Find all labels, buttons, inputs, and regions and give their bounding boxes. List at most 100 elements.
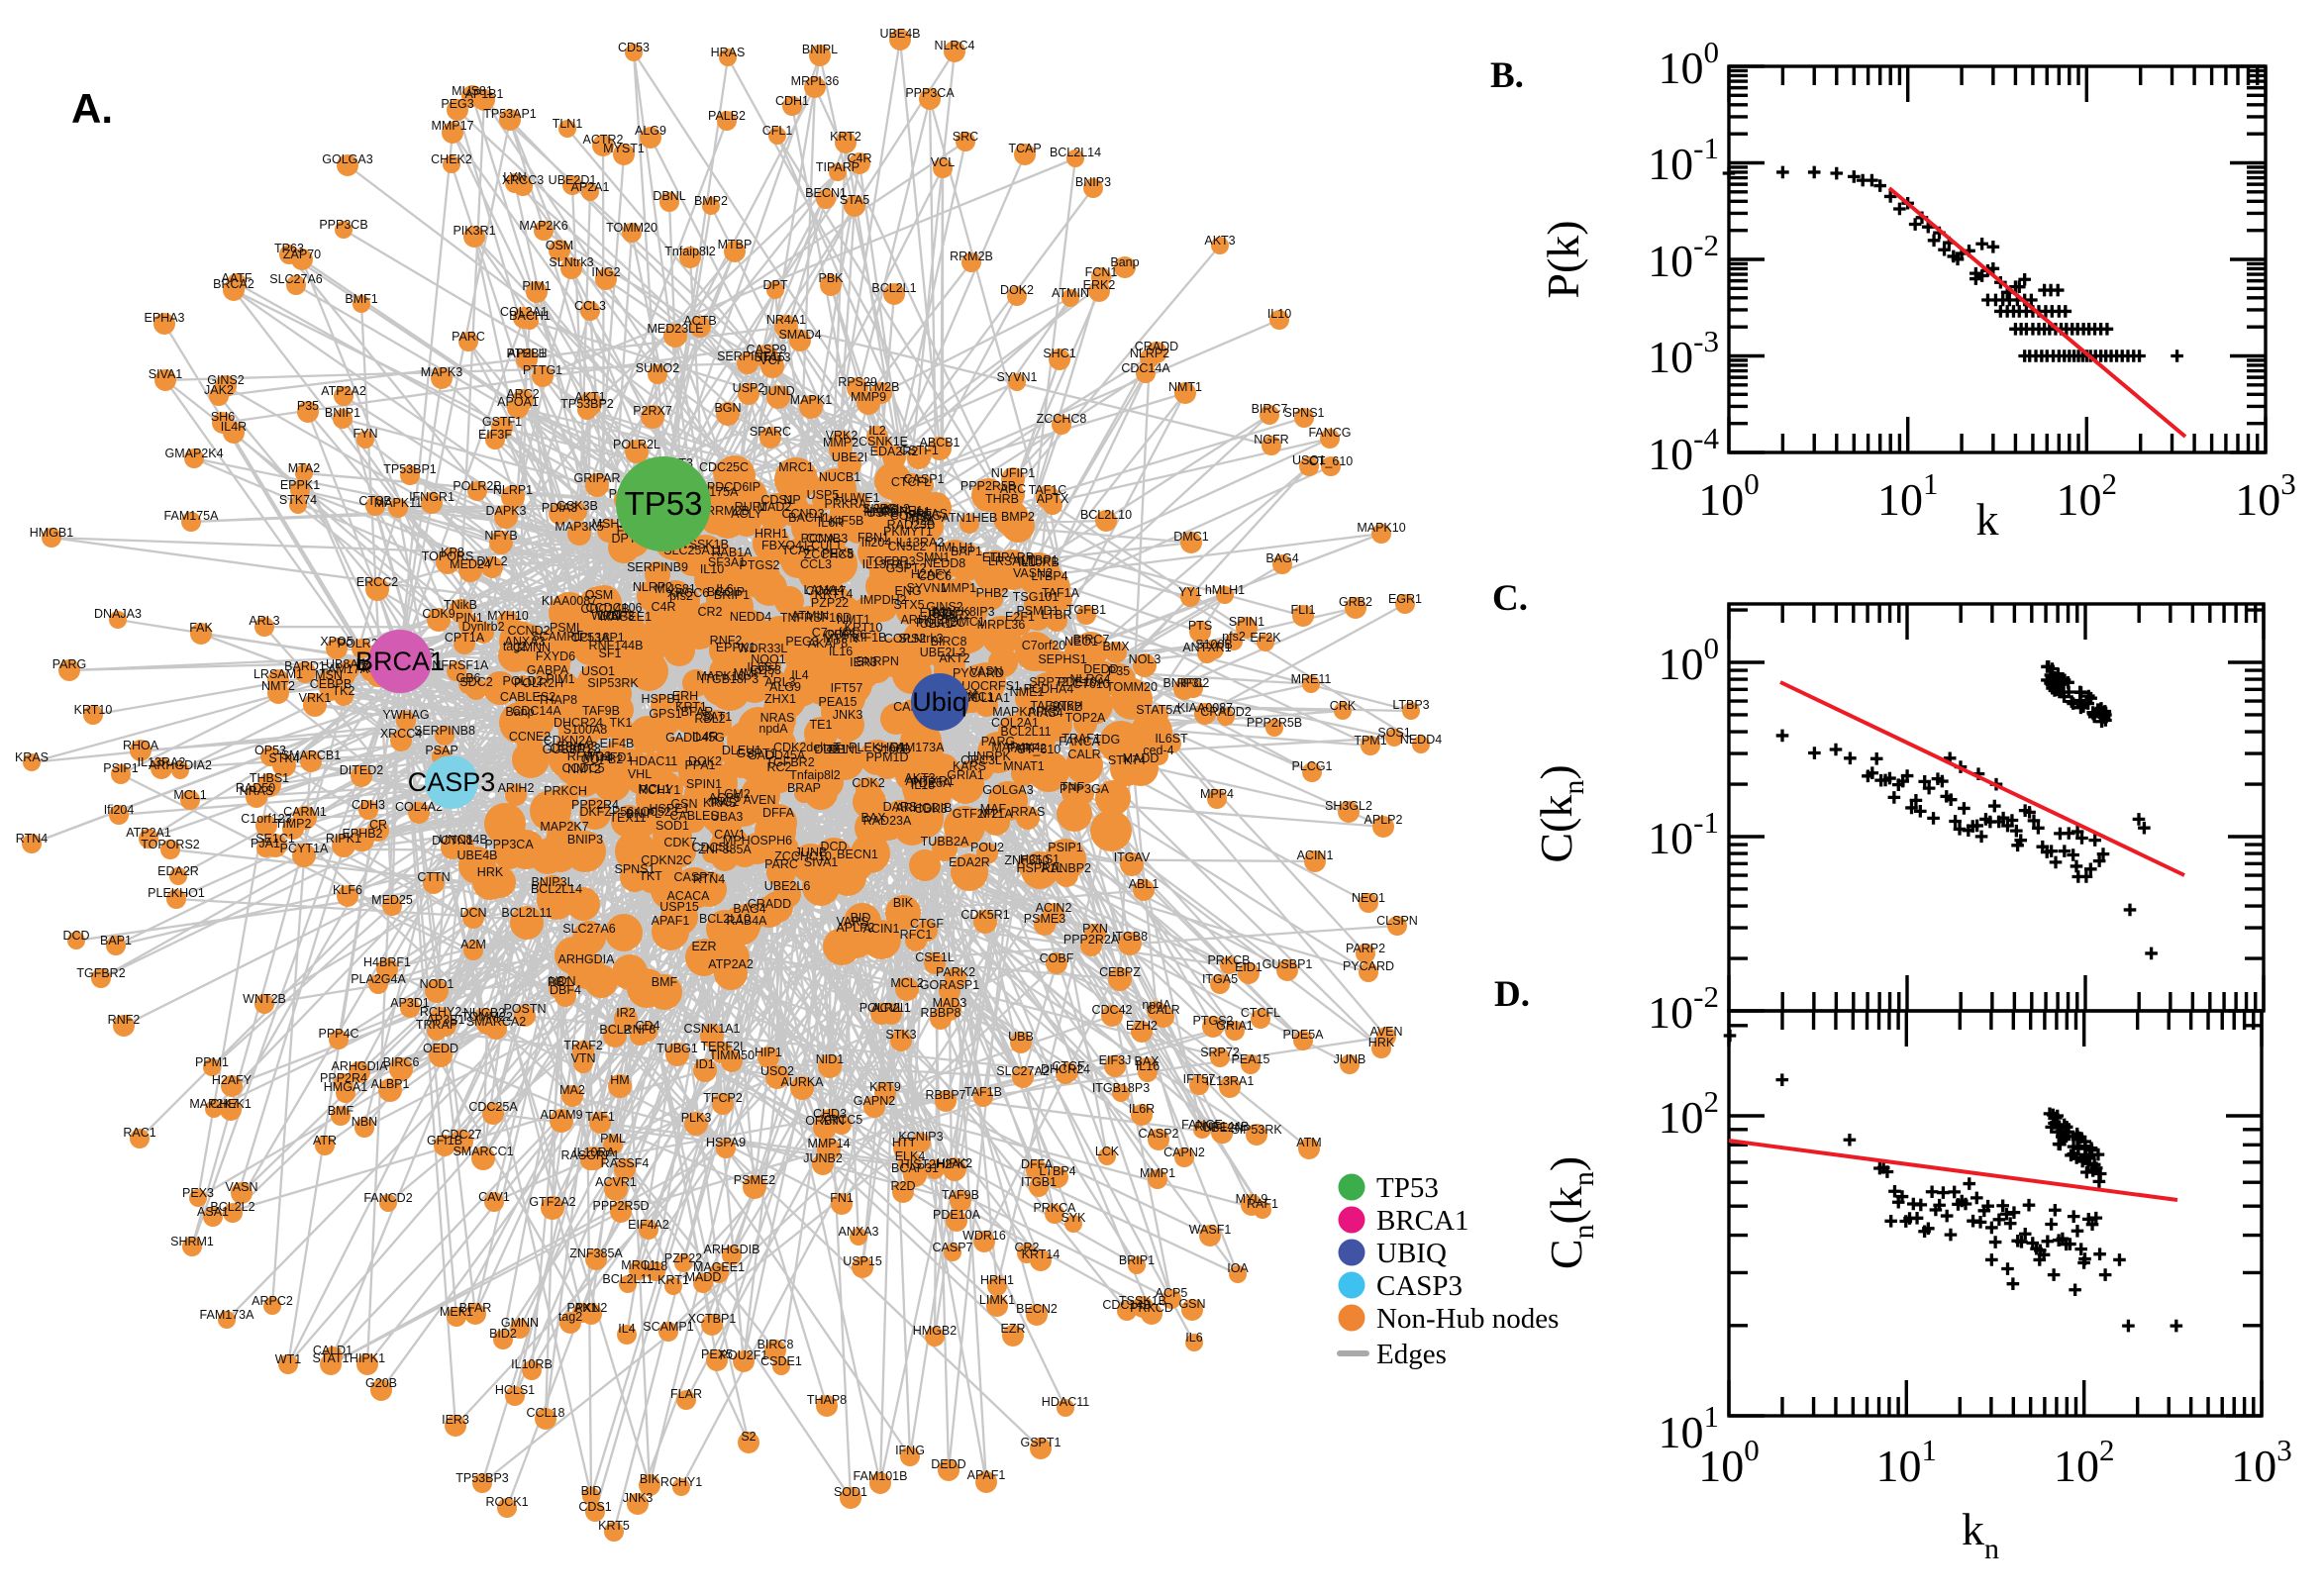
- svg-text:ARHGDIA: ARHGDIA: [558, 952, 616, 966]
- svg-text:Ifi204: Ifi204: [861, 536, 892, 549]
- svg-text:ATP2A2: ATP2A2: [708, 957, 754, 971]
- svg-text:MED24: MED24: [450, 557, 491, 571]
- svg-text:PRKCD: PRKCD: [1130, 1301, 1173, 1315]
- svg-text:APLP2: APLP2: [837, 921, 875, 935]
- svg-text:ITGAV: ITGAV: [1114, 850, 1151, 864]
- svg-text:UBE2I: UBE2I: [832, 450, 867, 464]
- svg-text:LRSAM1: LRSAM1: [988, 554, 1038, 568]
- svg-text:Tnfaip8l2: Tnfaip8l2: [789, 768, 840, 782]
- svg-text:AP2A1: AP2A1: [571, 180, 610, 194]
- svg-text:PXN2: PXN2: [575, 1301, 608, 1315]
- svg-text:MRPL36: MRPL36: [791, 74, 840, 88]
- svg-text:HMGB2: HMGB2: [913, 1324, 958, 1338]
- svg-text:OP53: OP53: [254, 744, 286, 757]
- svg-text:MYL9: MYL9: [1236, 1192, 1268, 1206]
- svg-text:IL4: IL4: [618, 1322, 635, 1336]
- svg-text:COPB2: COPB2: [581, 752, 623, 766]
- svg-text:PTGS2: PTGS2: [740, 558, 780, 572]
- svg-text:USF2: USF2: [866, 506, 898, 520]
- svg-text:EIF3J: EIF3J: [1099, 1053, 1132, 1067]
- svg-text:BCL2L10: BCL2L10: [1080, 508, 1132, 522]
- svg-text:PEG3: PEG3: [441, 97, 473, 111]
- svg-text:IL6: IL6: [1185, 1331, 1202, 1345]
- svg-text:IL13RA2: IL13RA2: [896, 536, 945, 549]
- svg-text:IL10RA: IL10RA: [573, 1146, 615, 1159]
- svg-text:ADAM9: ADAM9: [540, 1108, 582, 1122]
- svg-text:CTTN: CTTN: [417, 870, 450, 884]
- svg-text:KRT14: KRT14: [1022, 1247, 1060, 1261]
- svg-text:RC2: RC2: [766, 760, 791, 774]
- svg-text:ARHGDIA2: ARHGDIA2: [149, 758, 212, 772]
- svg-text:DBNL: DBNL: [828, 743, 860, 756]
- svg-text:P35: P35: [1108, 664, 1130, 678]
- svg-text:PDIA3: PDIA3: [542, 501, 577, 515]
- svg-text:DAPK3: DAPK3: [486, 504, 527, 518]
- svg-text:EPHA3: EPHA3: [557, 740, 598, 753]
- svg-text:POLR2I: POLR2I: [859, 1001, 903, 1015]
- svg-text:BFAR: BFAR: [681, 705, 714, 719]
- svg-text:102: 102: [2054, 1433, 2115, 1491]
- svg-text:CCNB3: CCNB3: [806, 532, 848, 546]
- svg-text:PDCD6IP: PDCD6IP: [707, 480, 760, 494]
- svg-text:POU2: POU2: [970, 841, 1004, 854]
- svg-text:BAP1: BAP1: [951, 545, 982, 558]
- svg-text:E2F1: E2F1: [1005, 610, 1035, 624]
- svg-text:EZR: EZR: [1001, 1322, 1026, 1336]
- svg-text:KLF6: KLF6: [333, 883, 362, 897]
- svg-text:GFI1B: GFI1B: [427, 1134, 462, 1147]
- svg-text:RIPK1: RIPK1: [326, 832, 361, 846]
- svg-text:RFC1: RFC1: [900, 928, 933, 942]
- svg-text:GADD45G: GADD45G: [665, 731, 725, 745]
- svg-text:KRT1: KRT1: [675, 700, 707, 714]
- svg-text:BARD1: BARD1: [284, 659, 326, 673]
- svg-text:MUS81: MUS81: [452, 84, 493, 98]
- svg-text:PRKCH: PRKCH: [544, 784, 587, 798]
- svg-text:EZH2: EZH2: [1126, 1019, 1158, 1033]
- svg-text:pfs2: pfs2: [669, 589, 693, 603]
- svg-text:HRK: HRK: [477, 865, 504, 879]
- svg-text:GMNN: GMNN: [501, 1316, 539, 1330]
- svg-text:SRC: SRC: [953, 130, 978, 144]
- svg-text:PPP2R4: PPP2R4: [571, 798, 619, 812]
- svg-text:EPHA3: EPHA3: [145, 311, 185, 325]
- svg-text:MMP1: MMP1: [941, 581, 976, 595]
- svg-text:BGN: BGN: [714, 401, 741, 415]
- svg-text:CTCF: CTCF: [1052, 1059, 1085, 1073]
- svg-text:PML: PML: [600, 1132, 626, 1146]
- svg-text:PALB2: PALB2: [708, 109, 746, 123]
- svg-text:ORBIN: ORBIN: [805, 1114, 845, 1128]
- svg-text:VRK2: VRK2: [826, 429, 858, 443]
- svg-text:PIN1: PIN1: [455, 611, 483, 625]
- svg-text:CASP9: CASP9: [747, 343, 787, 356]
- svg-text:SH6: SH6: [211, 410, 235, 424]
- svg-text:CALD1: CALD1: [313, 1344, 353, 1357]
- svg-text:CR: CR: [369, 818, 387, 832]
- svg-text:MSN: MSN: [315, 668, 343, 682]
- svg-text:CDC42: CDC42: [1092, 1003, 1133, 1017]
- svg-text:APLP2: APLP2: [1364, 813, 1403, 827]
- svg-text:BID: BID: [851, 911, 871, 925]
- svg-text:CRK: CRK: [1330, 699, 1357, 713]
- svg-text:MMP14: MMP14: [807, 1137, 850, 1150]
- svg-text:KP8: KP8: [441, 546, 464, 559]
- svg-text:ATMIN: ATMIN: [1052, 286, 1089, 300]
- svg-text:MUS81: MUS81: [655, 582, 696, 596]
- svg-text:PJA1: PJA1: [251, 837, 280, 850]
- svg-text:LTBP1: LTBP1: [1021, 553, 1058, 567]
- svg-text:HRK: HRK: [1368, 1036, 1395, 1049]
- svg-text:RAD50: RAD50: [236, 781, 275, 795]
- svg-text:HRH1: HRH1: [980, 1273, 1014, 1287]
- svg-text:RBBP7: RBBP7: [926, 1088, 966, 1102]
- svg-text:AKT3: AKT3: [1204, 234, 1235, 248]
- svg-text:GAPN2: GAPN2: [854, 1094, 895, 1108]
- svg-text:WASF1: WASF1: [1189, 1223, 1232, 1237]
- svg-text:AKT3: AKT3: [904, 771, 935, 785]
- svg-text:PSMD1: PSMD1: [1016, 604, 1059, 618]
- svg-text:CRADD2: CRADD2: [1200, 705, 1251, 719]
- svg-text:PPM1D: PPM1D: [865, 750, 908, 764]
- svg-text:FANCA: FANCA: [1059, 735, 1100, 748]
- svg-text:TOMM22: TOMM22: [461, 1010, 513, 1024]
- svg-text:KIAA0087: KIAA0087: [542, 594, 597, 608]
- svg-text:MAD2: MAD2: [758, 500, 792, 514]
- svg-text:Ubiq: Ubiq: [912, 687, 967, 717]
